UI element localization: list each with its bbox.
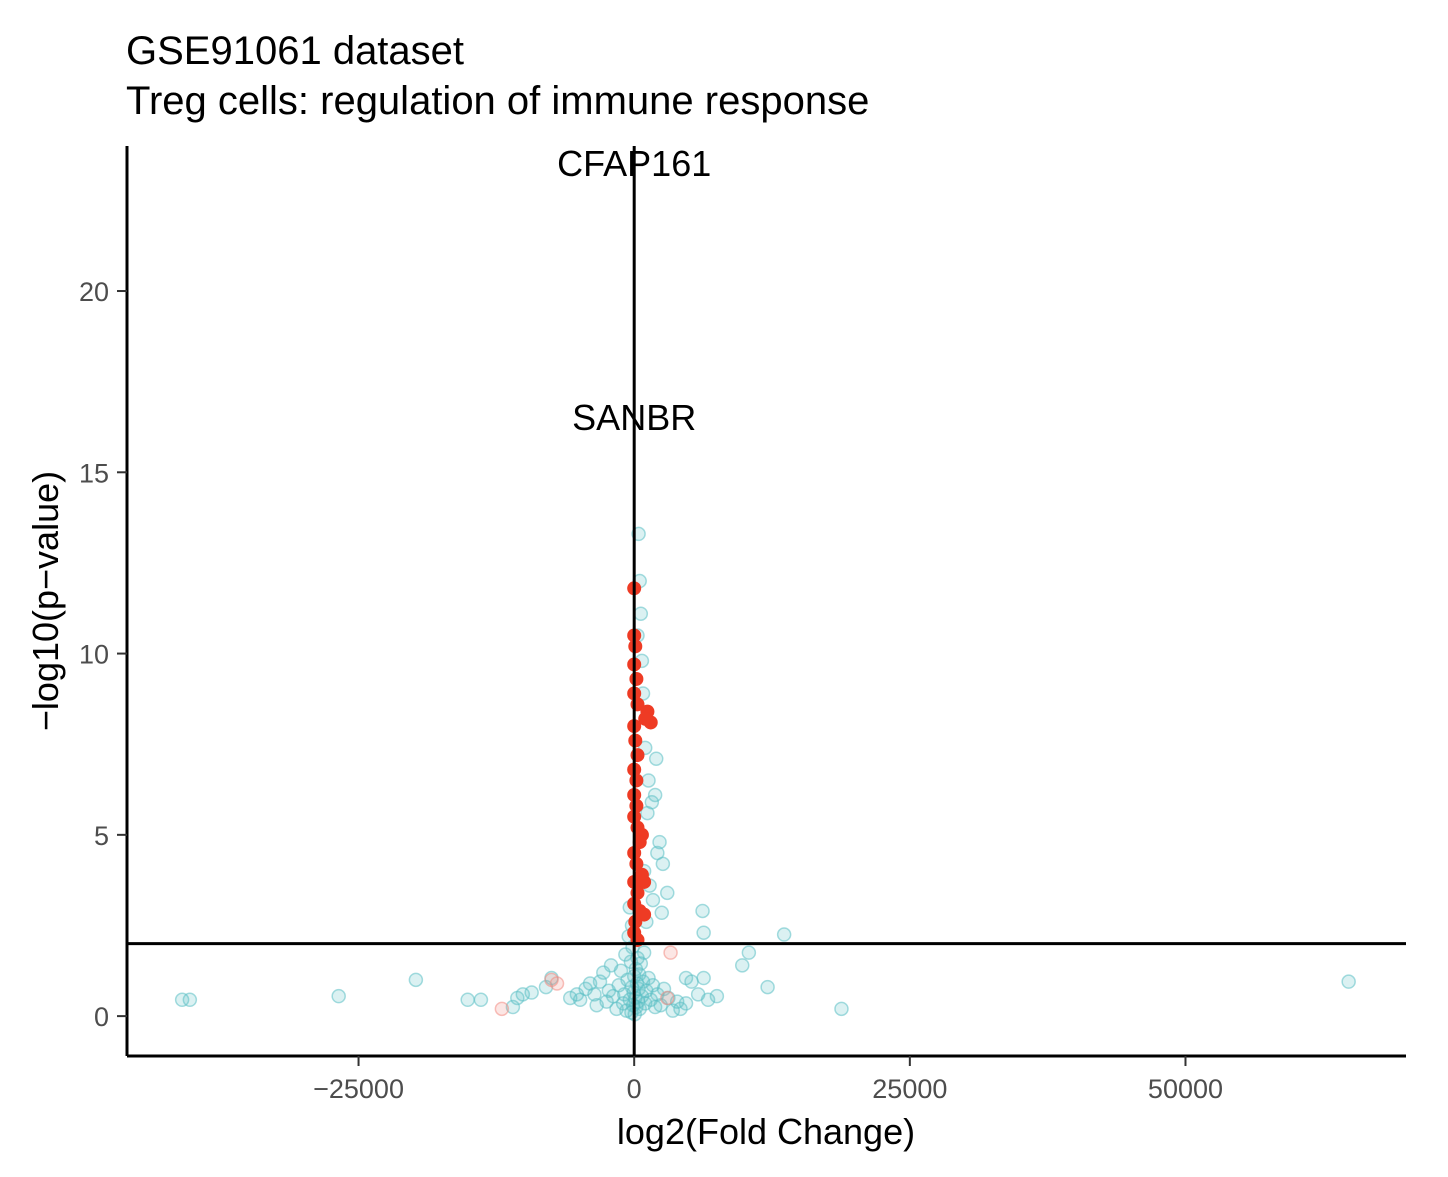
data-point (641, 773, 656, 788)
y-tick-label: 15 (79, 458, 109, 488)
data-point (709, 988, 725, 1004)
data-point (834, 1001, 849, 1017)
chart-title-line2: Treg cells: regulation of immune respons… (126, 79, 869, 123)
data-point (760, 979, 775, 995)
highlight-point (629, 671, 644, 686)
data-point (494, 1001, 510, 1017)
y-tick-label: 0 (94, 1002, 109, 1032)
data-point (633, 606, 649, 621)
highlight-point (630, 748, 645, 763)
x-axis-label: log2(Fold Change) (617, 1111, 915, 1152)
data-point (673, 1001, 688, 1017)
data-point (641, 970, 656, 986)
highlight-point (637, 874, 652, 889)
data-point (636, 945, 652, 960)
points-layer (174, 526, 1356, 1022)
x-ticks: −25000 0 25000 50000 (313, 1056, 1223, 1104)
x-tick-label: 50000 (1148, 1074, 1223, 1104)
data-point (174, 992, 190, 1008)
highlight-point (632, 835, 647, 850)
data-point (696, 925, 711, 940)
x-tick-label: 0 (627, 1074, 642, 1104)
data-point (776, 927, 792, 942)
chart-title-line1: GSE91061 dataset (126, 29, 464, 73)
data-point (645, 892, 661, 908)
data-point (696, 970, 711, 986)
highlight-point (638, 711, 653, 726)
data-point (408, 972, 424, 988)
y-ticks: 0 5 10 15 20 (79, 277, 127, 1032)
data-point (678, 970, 694, 986)
data-point (660, 885, 675, 901)
data-point (524, 985, 539, 1000)
gene-label: CFAP161 (557, 143, 711, 184)
data-point (331, 988, 346, 1004)
data-point (647, 787, 663, 803)
data-point (650, 845, 665, 861)
y-axis-label: −log10(p−value) (25, 471, 66, 731)
y-tick-label: 20 (79, 277, 109, 307)
gene-label: SANBR (572, 397, 696, 438)
data-point (700, 992, 716, 1008)
data-point (652, 834, 667, 850)
y-tick-label: 5 (94, 821, 109, 851)
data-point (660, 990, 675, 1006)
data-point (734, 958, 750, 973)
data-point (473, 992, 489, 1008)
data-point (587, 987, 602, 1002)
data-point (678, 996, 694, 1011)
data-point (741, 945, 757, 960)
y-tick-label: 10 (79, 640, 109, 670)
x-tick-label: 25000 (872, 1074, 947, 1104)
data-point (460, 992, 475, 1008)
data-point (182, 992, 198, 1008)
data-point (1341, 974, 1356, 989)
data-point (648, 751, 664, 766)
data-point (549, 976, 565, 991)
data-point (695, 903, 710, 919)
highlight-point (629, 773, 644, 788)
annotation-layer: CFAP161 SANBR (557, 143, 711, 438)
data-point (663, 945, 678, 960)
data-point (515, 987, 531, 1002)
data-point (654, 905, 670, 921)
data-point (640, 805, 655, 821)
x-tick-label: −25000 (313, 1074, 404, 1104)
